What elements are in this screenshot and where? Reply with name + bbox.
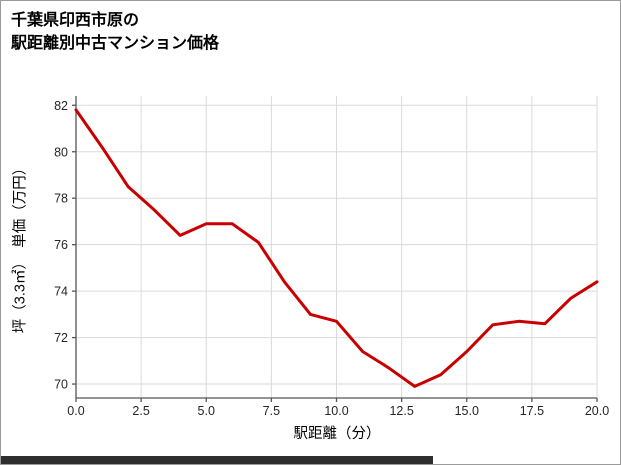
x-tick-label: 10.0 [324, 404, 348, 418]
x-tick-label: 0.0 [67, 404, 84, 418]
y-tick-label: 80 [54, 145, 68, 159]
x-tick-label: 7.5 [263, 404, 280, 418]
chart-title-line2: 駅距離別中古マンション価格 [11, 35, 220, 53]
chart-title-line1: 千葉県印西市原の [11, 12, 140, 29]
y-axis-label: 坪（3.3㎡） 単価（万円） [12, 160, 29, 334]
y-tick-label: 70 [54, 378, 68, 392]
y-tick-label: 74 [54, 285, 68, 299]
x-tick-label: 15.0 [455, 404, 479, 418]
x-axis-label: 駅距離（分） [293, 426, 381, 442]
y-tick-label: 82 [54, 99, 68, 113]
x-tick-label: 12.5 [389, 404, 413, 418]
y-tick-label: 78 [54, 192, 68, 206]
x-tick-label: 17.5 [520, 404, 544, 418]
x-tick-label: 5.0 [198, 404, 215, 418]
price-line-series [74, 108, 599, 388]
x-tick-label: 20.0 [585, 404, 609, 418]
chart-title: 千葉県印西市原の 駅距離別中古マンション価格 [11, 9, 219, 55]
y-tick-label: 76 [54, 238, 68, 252]
partial-bottom-element [1, 456, 433, 464]
x-tick-label: 2.5 [132, 404, 149, 418]
y-tick-label: 72 [54, 331, 68, 345]
